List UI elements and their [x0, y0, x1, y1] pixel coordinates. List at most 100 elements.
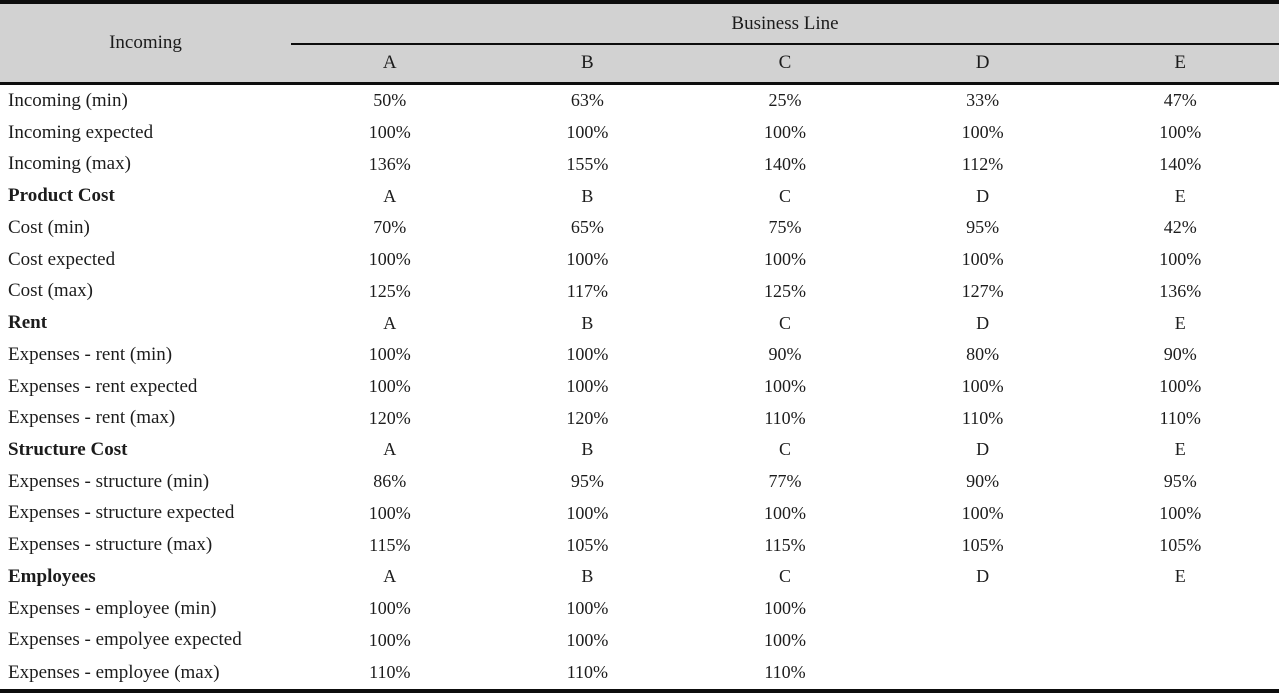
- row-label: Incoming (max): [8, 153, 131, 175]
- cell-value: 100%: [368, 249, 411, 270]
- table-row: Incoming expected 100% 100% 100% 100% 100%: [0, 117, 1279, 149]
- cell-value: E: [1174, 566, 1186, 587]
- row-label: Employees: [8, 565, 96, 587]
- cell-value: D: [976, 566, 990, 587]
- cell-value: 120%: [566, 407, 609, 428]
- row-label: Incoming expected: [8, 121, 154, 143]
- cell-value: [1081, 624, 1279, 656]
- cell-value: 95%: [1163, 471, 1197, 492]
- cell-value: D: [976, 312, 990, 333]
- cell-value: C: [778, 185, 791, 206]
- row-label: Product Cost: [8, 185, 115, 207]
- cell-value: 100%: [368, 502, 411, 523]
- cell-value: [1081, 656, 1279, 691]
- row-label: Expenses - rent expected: [8, 375, 198, 397]
- cell-value: 136%: [1159, 280, 1202, 301]
- table-row: Cost expected 100% 100% 100% 100% 100%: [0, 244, 1279, 276]
- cell-value: A: [383, 439, 397, 460]
- cell-value: B: [581, 312, 594, 333]
- cell-value: A: [383, 185, 397, 206]
- column-header-incoming: Incoming: [109, 31, 182, 53]
- cell-value: 127%: [961, 280, 1004, 301]
- row-label: Cost expected: [8, 248, 116, 270]
- cell-value: 100%: [368, 122, 411, 143]
- table-row: Expenses - employee (max) 110% 110% 110%: [0, 656, 1279, 691]
- cell-value: 100%: [566, 122, 609, 143]
- table-row: Cost (min) 70% 65% 75% 95% 42%: [0, 212, 1279, 244]
- cell-value: A: [383, 566, 397, 587]
- table-row: Expenses - employee (min) 100% 100% 100%: [0, 593, 1279, 625]
- row-label: Expenses - employee (max): [8, 661, 220, 683]
- cell-value: 100%: [566, 249, 609, 270]
- header-row-columns: A B C D E: [0, 44, 1279, 83]
- table-row: Incoming (max) 136% 155% 140% 112% 140%: [0, 149, 1279, 181]
- section-row: Rent A B C D E: [0, 307, 1279, 339]
- cell-value: 42%: [1163, 217, 1197, 238]
- cell-value: 100%: [566, 502, 609, 523]
- column-header-business-line: Business Line: [291, 2, 1279, 45]
- table-row: Incoming (min) 50% 63% 25% 33% 47%: [0, 83, 1279, 117]
- cell-value: E: [1174, 185, 1186, 206]
- cell-value: 115%: [369, 534, 411, 555]
- cell-value: 115%: [764, 534, 806, 555]
- row-label: Structure Cost: [8, 438, 128, 460]
- cell-value: 155%: [566, 153, 609, 174]
- cell-value: A: [383, 312, 397, 333]
- cell-value: 100%: [763, 376, 806, 396]
- section-row: Product Cost A B C D E: [0, 180, 1279, 212]
- table-row: Expenses - rent (max) 120% 120% 110% 110% 110…: [0, 402, 1279, 434]
- cell-value: 33%: [966, 90, 1000, 111]
- cell-value: 105%: [1159, 534, 1202, 555]
- row-label: Incoming (min): [8, 89, 128, 111]
- cell-value: 80%: [966, 344, 1000, 365]
- cell-value: 90%: [1163, 344, 1197, 365]
- column-header-letter: D: [975, 52, 990, 74]
- cell-value: 110%: [566, 662, 609, 683]
- cell-value: 50%: [373, 90, 407, 111]
- table-row: Expenses - empolyee expected 100% 100% 100%: [0, 624, 1279, 656]
- cell-value: 100%: [368, 598, 411, 619]
- cell-value: 100%: [566, 598, 609, 619]
- row-label: Cost (min): [8, 216, 90, 238]
- cell-value: C: [778, 566, 791, 587]
- cell-value: 110%: [764, 407, 806, 428]
- column-header-letter: B: [581, 52, 594, 74]
- cell-value: 125%: [368, 280, 411, 301]
- column-header-letter: E: [1174, 52, 1186, 74]
- cell-value: 120%: [368, 407, 411, 428]
- header-row-top: Incoming Business Line: [0, 2, 1279, 53]
- cell-value: 90%: [768, 344, 802, 365]
- cell-value: 25%: [768, 90, 802, 111]
- row-label: Expenses - rent (max): [8, 407, 176, 429]
- cell-value: 65%: [570, 217, 604, 238]
- row-label: Expenses - employee (min): [8, 597, 217, 619]
- cell-value: 100%: [1159, 502, 1202, 523]
- cell-value: 100%: [566, 344, 609, 365]
- cell-value: B: [581, 439, 594, 460]
- cell-value: D: [976, 439, 990, 460]
- cell-value: 47%: [1163, 90, 1197, 111]
- cell-value: 100%: [961, 502, 1004, 523]
- table-row: Expenses - rent expected 100% 100% 100% 100%…: [0, 371, 1279, 403]
- row-label: Cost (max): [8, 280, 93, 302]
- cell-value: E: [1174, 312, 1186, 333]
- section-row: Structure Cost A B C D E: [0, 434, 1279, 466]
- cell-value: 63%: [570, 90, 604, 111]
- cell-value: 136%: [368, 153, 411, 174]
- row-label: Expenses - empolyee expected: [8, 629, 242, 651]
- cell-value: 110%: [961, 407, 1004, 428]
- cell-value: 105%: [961, 534, 1004, 555]
- section-row: Employees A B C D E: [0, 561, 1279, 593]
- cell-value: [1081, 593, 1279, 625]
- cell-value: C: [778, 439, 791, 460]
- cell-value: 95%: [966, 217, 1000, 238]
- row-label: Expenses - rent (min): [8, 343, 173, 365]
- cell-value: 100%: [763, 122, 806, 143]
- column-header-letter: A: [382, 52, 397, 74]
- cell-value: 100%: [763, 502, 806, 523]
- row-label: Expenses - structure (min): [8, 470, 210, 492]
- cell-value: 105%: [566, 534, 609, 555]
- table-row: Cost (max) 125% 117% 125% 127% 136%: [0, 275, 1279, 307]
